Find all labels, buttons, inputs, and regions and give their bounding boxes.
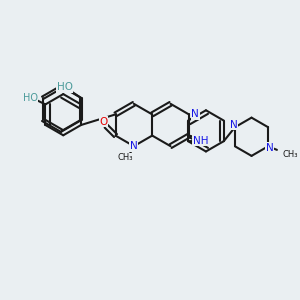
Text: N: N: [230, 120, 237, 130]
Text: N: N: [130, 141, 138, 151]
Text: HO: HO: [57, 82, 73, 92]
Text: N: N: [266, 143, 273, 153]
Text: N: N: [191, 110, 199, 119]
Text: NH: NH: [193, 136, 208, 146]
Text: CH₃: CH₃: [283, 150, 298, 159]
Text: CH₃: CH₃: [118, 153, 134, 162]
Text: HO: HO: [22, 93, 38, 103]
Text: O: O: [99, 117, 107, 127]
